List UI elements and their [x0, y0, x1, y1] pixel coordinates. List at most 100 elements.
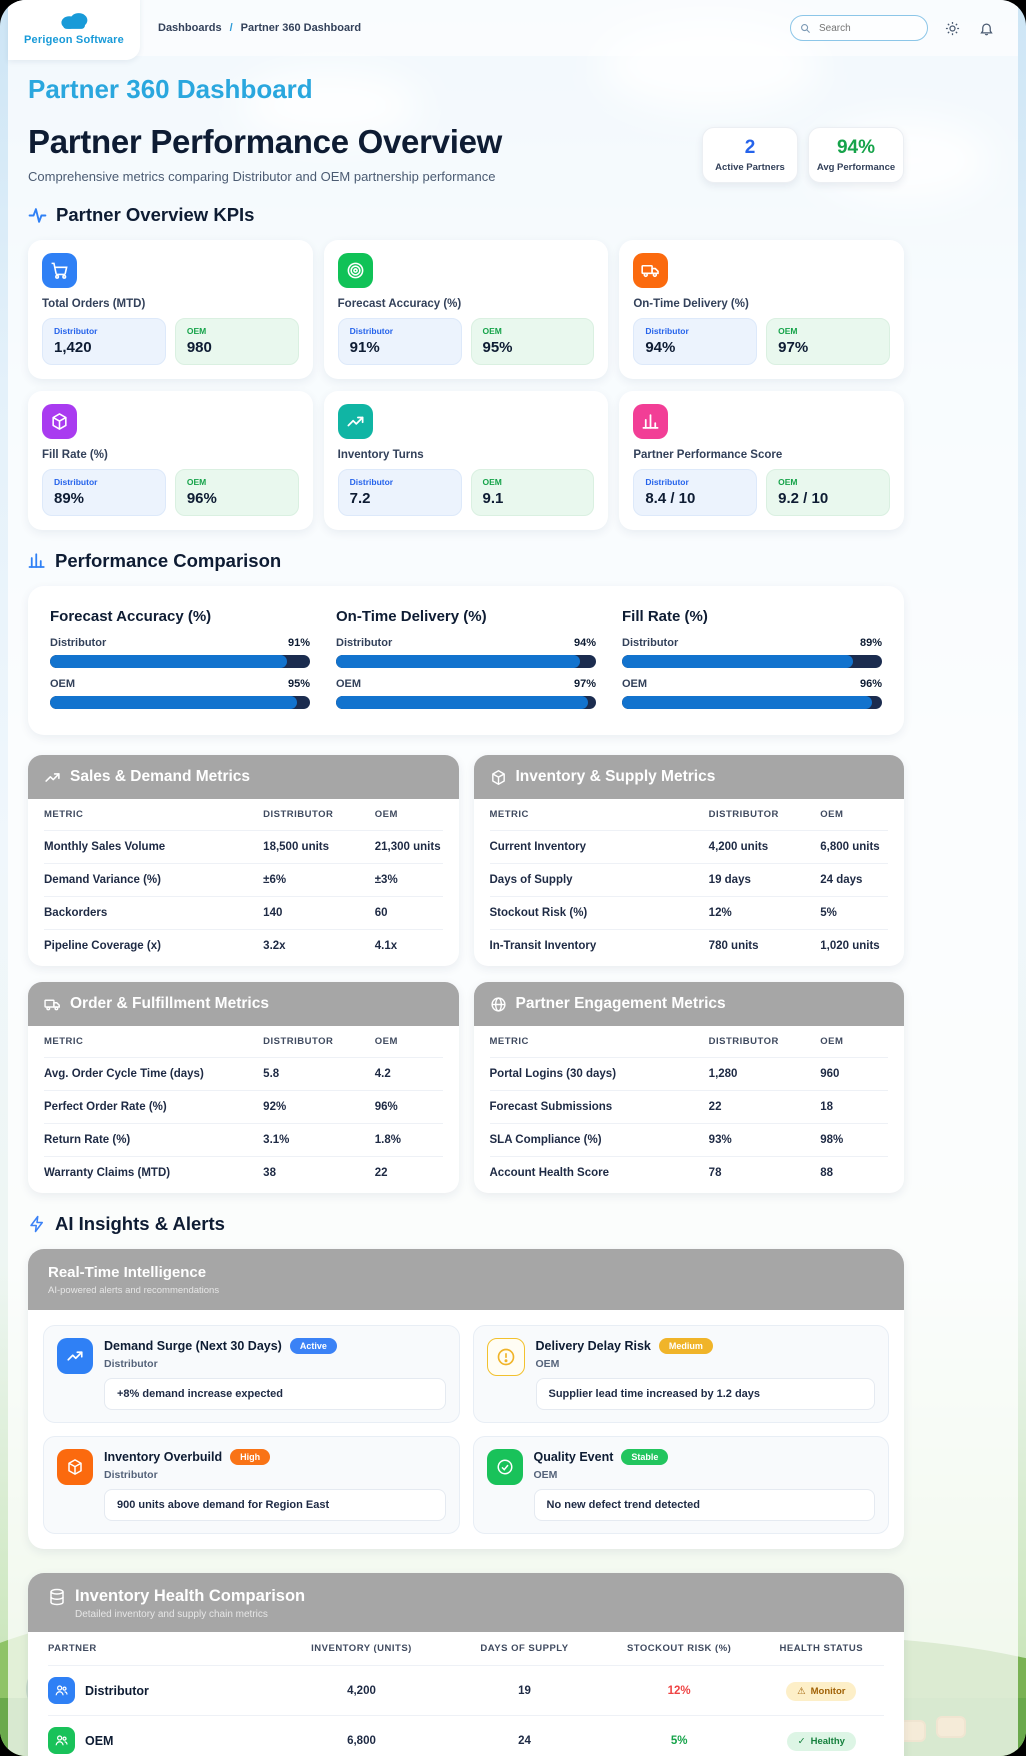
distributor-value-box: Distributor 7.2	[337, 469, 462, 516]
bar-label: OEM	[50, 678, 76, 690]
inventory-value: 4,200	[347, 1684, 376, 1697]
column-header: STOCKOUT RISK (%)	[626, 1643, 732, 1654]
inventory-value: 6,800	[347, 1734, 376, 1747]
active-partners-value: 2	[744, 137, 756, 158]
kpi-grid: Total Orders (MTD) Distributor 1,420 OEM 9…	[28, 240, 904, 530]
oem-label: OEM	[186, 477, 207, 487]
kpi-label: Fill Rate (%)	[42, 449, 108, 461]
inventory-supply-table: Inventory & Supply Metrics METRIC DISTRIB…	[473, 755, 904, 966]
notifications-bell-icon[interactable]	[976, 18, 996, 38]
table-row: Pipeline Coverage (x) 3.2x 4.1x	[44, 940, 398, 952]
partner-name: Distributor	[85, 1683, 149, 1698]
column-header: METRIC	[489, 1036, 529, 1047]
trending-up-icon	[57, 1338, 93, 1374]
users-icon	[48, 1677, 75, 1704]
kpi-card-total-orders: Total Orders (MTD) Distributor 1,420 OEM 9…	[28, 240, 313, 379]
oem-value: 9.1	[482, 490, 504, 507]
table-row: Backorders 140 60	[44, 897, 443, 930]
target-icon	[337, 253, 373, 288]
performance-comparison-panel: Forecast Accuracy (%) Distributor 91% OEM…	[28, 586, 904, 735]
column-header: OEM	[374, 1036, 398, 1047]
partner-engagement-table: Partner Engagement Metrics METRIC DISTRIB…	[473, 982, 904, 1193]
oem-value-box: OEM 9.2 / 10	[766, 469, 890, 516]
comparison-group-title: On-Time Delivery (%)	[336, 608, 487, 625]
breadcrumb-dashboards[interactable]: Dashboards	[158, 22, 222, 34]
alert-delivery-delay: Delivery Delay Risk Medium OEM Supplier l…	[472, 1325, 889, 1423]
oem-value: 95%	[482, 339, 513, 356]
table-row: Demand Variance (%) ±6% ±3%	[44, 864, 443, 897]
theme-toggle-sun-icon[interactable]	[942, 18, 962, 38]
comparison-section-title: Performance Comparison	[55, 550, 282, 571]
inventory-health-panel: Inventory Health Comparison Detailed inv…	[28, 1573, 904, 1756]
active-partners-label: Active Partners	[715, 162, 785, 173]
brand-logo[interactable]: Perigeon Software	[8, 0, 140, 60]
users-icon	[48, 1727, 75, 1754]
oem-label: OEM	[482, 326, 502, 336]
column-header: OEM	[820, 809, 844, 820]
bar-value: 95%	[287, 678, 310, 690]
health-status-badge: ⚠ Monitor	[786, 1681, 857, 1701]
bar-label: Distributor	[336, 637, 393, 649]
oem-bar	[622, 696, 882, 709]
kpi-section-title: Partner Overview KPIs	[56, 204, 255, 225]
distributor-bar	[50, 655, 310, 668]
oem-value: 97%	[778, 339, 809, 356]
comparison-on-time-delivery: On-Time Delivery (%) Distributor 94% OEM 9…	[336, 608, 596, 709]
page-title: Partner 360 Dashboard	[28, 74, 313, 104]
search-input[interactable]	[817, 21, 901, 35]
breadcrumb-separator: /	[229, 22, 233, 34]
cart-icon	[42, 253, 77, 288]
kpi-section-header: Partner Overview KPIs	[28, 204, 904, 226]
distributor-value: 7.2	[349, 490, 371, 507]
table-row-distributor: Distributor 4,200 19 12% ⚠ Monitor	[48, 1666, 884, 1716]
alert-title: Delivery Delay Risk	[535, 1339, 651, 1353]
distributor-value-box: Distributor 89%	[42, 469, 166, 516]
panel-title: Inventory Health Comparison	[75, 1587, 306, 1605]
alert-title: Demand Surge (Next 30 Days)	[104, 1339, 282, 1353]
breadcrumb-current-page: Partner 360 Dashboard	[240, 22, 362, 34]
table-row: In-Transit Inventory 780 units 1,020 units	[489, 940, 880, 952]
ai-section-header: AI Insights & Alerts	[28, 1213, 904, 1235]
database-icon	[48, 1588, 66, 1606]
status-badge: High	[230, 1449, 271, 1465]
avg-performance-label: Avg Performance	[816, 162, 896, 173]
table-row: Warranty Claims (MTD) 38 22	[44, 1167, 388, 1179]
real-time-intelligence-panel: Real-Time Intelligence AI-powered alerts…	[28, 1249, 904, 1549]
package-icon	[42, 404, 77, 439]
lightning-icon	[28, 1215, 46, 1233]
alert-title: Quality Event	[533, 1450, 614, 1464]
alert-message: No new defect trend detected	[533, 1489, 875, 1521]
avg-performance-value: 94%	[836, 137, 876, 158]
column-header: INVENTORY (UNITS)	[311, 1643, 412, 1654]
trending-up-icon	[337, 404, 373, 439]
table-row: Avg. Order Cycle Time (days) 5.8 4.2	[44, 1058, 443, 1091]
alert-partner: OEM	[535, 1358, 560, 1370]
comparison-group-title: Forecast Accuracy (%)	[50, 608, 212, 625]
overview-heading: Partner Performance Overview	[28, 123, 502, 160]
bar-value: 96%	[859, 678, 882, 690]
column-header: OEM	[820, 1036, 844, 1047]
active-partners-card: 2 Active Partners	[702, 127, 798, 183]
column-header: METRIC	[489, 809, 529, 820]
distributor-bar	[622, 655, 882, 668]
table-row: Return Rate (%) 3.1% 1.8%	[44, 1124, 443, 1157]
health-status-badge: ✓ Healthy	[786, 1731, 856, 1751]
oem-label: OEM	[186, 326, 207, 336]
oem-value: 96%	[186, 490, 217, 507]
oem-bar	[336, 696, 596, 709]
column-header: DISTRIBUTOR	[708, 809, 779, 820]
bar-label: Distributor	[622, 637, 679, 649]
oem-label: OEM	[778, 477, 798, 487]
trending-up-icon	[44, 769, 61, 786]
table-row: Stockout Risk (%) 12% 5%	[489, 897, 888, 930]
status-badge: Medium	[658, 1338, 713, 1354]
column-header: METRIC	[44, 1036, 84, 1047]
search-box[interactable]	[790, 15, 928, 41]
table-title: Partner Engagement Metrics	[515, 995, 726, 1012]
kpi-label: Total Orders (MTD)	[42, 298, 146, 310]
alert-demand-surge: Demand Surge (Next 30 Days) Active Distri…	[43, 1325, 460, 1423]
panel-subtitle: AI-powered alerts and recommendations	[48, 1285, 220, 1296]
panel-title: Real-Time Intelligence	[48, 1264, 207, 1281]
status-badge: Active	[289, 1338, 337, 1354]
table-row-oem: OEM 6,800 24 5% ✓ Healthy	[48, 1716, 884, 1756]
